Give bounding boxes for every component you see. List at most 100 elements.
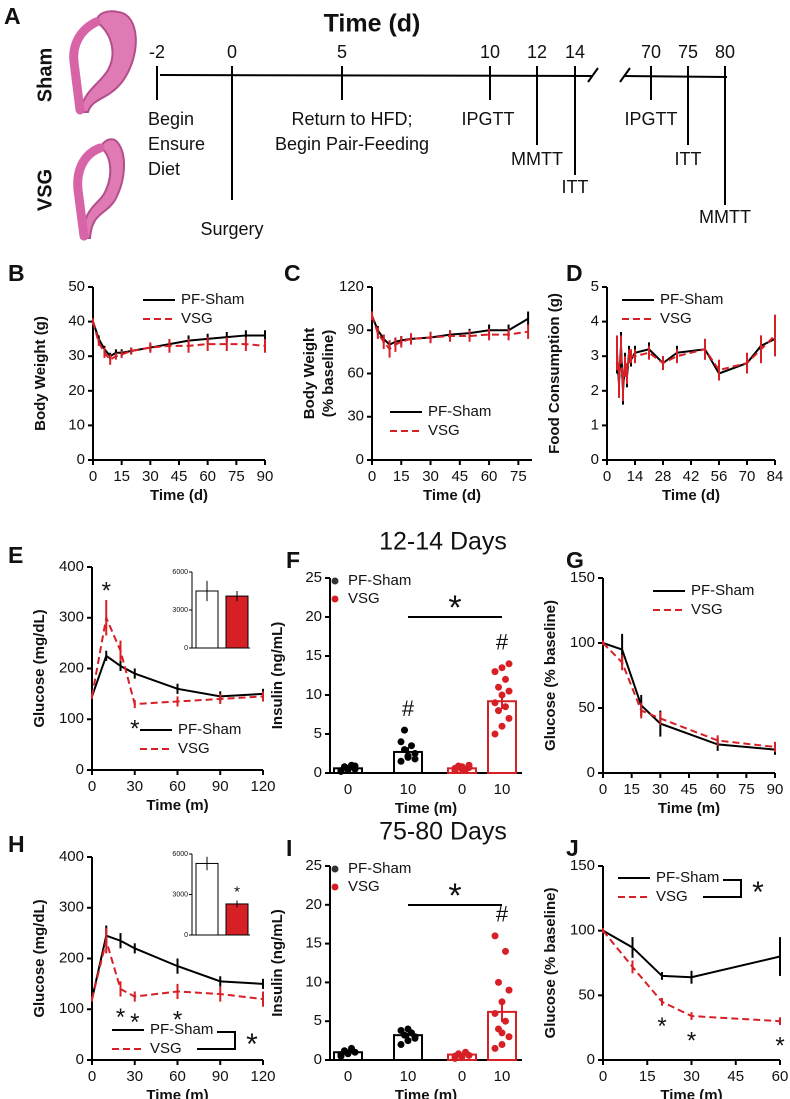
x-tick-label: 70	[739, 468, 756, 485]
y-tick-label: 400	[59, 848, 84, 865]
data-point	[498, 722, 506, 730]
series-line	[616, 338, 776, 391]
y-tick-label: 1	[591, 416, 599, 433]
panel-label: H	[8, 831, 25, 857]
event-label: MMTT	[511, 149, 563, 169]
timeline-axis	[623, 75, 728, 78]
series-line	[92, 321, 265, 358]
panel-label: E	[8, 542, 23, 568]
data-point	[495, 683, 502, 691]
section-title: 75-80 Days	[379, 818, 507, 846]
timeline-axis	[159, 74, 593, 77]
data-point	[491, 668, 499, 676]
series-line	[92, 321, 266, 361]
x-tick-label: 75	[510, 468, 527, 485]
panel-label: C	[284, 260, 301, 286]
y-tick-label: 30	[68, 347, 85, 364]
y-tick-label: 0	[184, 645, 188, 652]
x-tick-label: 90	[212, 1068, 229, 1085]
y-tick-label: 3	[591, 347, 599, 364]
esophagus	[69, 17, 101, 115]
data-point	[491, 730, 499, 738]
y-tick-label: 50	[578, 699, 595, 716]
y-tick-label: 4	[591, 313, 599, 330]
y-tick-label: 0	[587, 764, 595, 781]
legend-label: PF-Sham	[428, 403, 491, 420]
x-tick-label: 45	[451, 468, 468, 485]
y-axis-label: Glucose (% baseline)	[542, 888, 559, 1039]
data-point	[344, 764, 352, 772]
significance-marker: *	[130, 715, 139, 742]
data-point	[502, 703, 509, 711]
bar	[487, 700, 517, 774]
x-tick-label: 60	[481, 468, 498, 485]
y-tick-label: 200	[59, 949, 84, 966]
data-point	[411, 750, 419, 757]
data-point	[495, 978, 502, 986]
series-line	[602, 642, 776, 751]
x-tick-label: 30	[126, 1068, 143, 1085]
x-tick-label: 30	[142, 468, 159, 485]
event-label: ITT	[562, 177, 589, 197]
event-label: Ensure	[148, 134, 205, 154]
legend-label: VSG	[428, 422, 460, 439]
x-tick-label: 60	[169, 778, 186, 795]
significance-marker: *	[116, 1004, 125, 1031]
x-axis-label: Time (m)	[660, 1087, 722, 1099]
y-axis-label: Body Weight	[301, 328, 318, 419]
panel-label: I	[286, 835, 292, 861]
y-tick-label: 20	[68, 382, 85, 399]
event-label: Return to HFD;	[291, 109, 412, 129]
y-axis-label: (% baseline)	[320, 330, 337, 418]
legend-label: VSG	[691, 601, 723, 618]
data-point	[505, 986, 513, 994]
significance-marker: #	[402, 696, 415, 721]
legend-swatch	[331, 577, 339, 585]
data-point	[505, 687, 513, 695]
y-tick-label: 50	[68, 278, 85, 295]
x-tick-label: 0	[368, 468, 376, 485]
y-tick-label: 20	[305, 896, 322, 913]
y-tick-label: 6000	[172, 851, 188, 858]
panel-label: J	[566, 835, 579, 861]
y-tick-label: 100	[59, 710, 84, 727]
significance-marker: *	[657, 1013, 666, 1040]
y-tick-label: 10	[305, 973, 322, 990]
event-label: IPGTT	[462, 109, 515, 129]
timeline-tick-label: -2	[149, 42, 165, 62]
x-axis-label: Time (m)	[146, 797, 208, 814]
y-tick-label: 15	[305, 647, 322, 664]
y-tick-label: 25	[305, 569, 322, 586]
y-axis-label: Glucose (% baseline)	[542, 600, 559, 751]
y-tick-label: 5	[314, 1012, 322, 1029]
data-point	[462, 1048, 469, 1056]
y-axis-label: Insulin (ng/mL)	[269, 622, 286, 729]
x-axis-label: Time (m)	[658, 800, 720, 817]
significance-marker: *	[102, 577, 111, 604]
panel-label: B	[8, 260, 25, 286]
y-tick-label: 100	[59, 1000, 84, 1017]
x-tick-label: 0	[344, 1068, 352, 1085]
event-label: Begin	[148, 109, 194, 129]
bar	[195, 862, 219, 936]
data-point	[451, 764, 459, 772]
y-tick-label: 300	[59, 899, 84, 916]
x-tick-label: 30	[422, 468, 439, 485]
legend-label: VSG	[656, 888, 688, 905]
y-tick-label: 0	[77, 451, 85, 468]
legend-label: VSG	[348, 590, 380, 607]
x-tick-label: 90	[767, 781, 784, 798]
legend-label: VSG	[348, 878, 380, 895]
legend-label: VSG	[660, 310, 692, 327]
x-tick-label: 15	[639, 1068, 656, 1085]
x-tick-label: 0	[599, 1068, 607, 1085]
esophagus	[73, 143, 105, 241]
x-tick-label: 15	[113, 468, 130, 485]
legend-label: PF-Sham	[656, 869, 719, 886]
y-tick-label: 3000	[172, 891, 188, 898]
legend-label: PF-Sham	[150, 1021, 213, 1038]
panel-label: D	[566, 260, 583, 286]
y-axis-label: Glucose (mg/dL)	[31, 609, 48, 727]
data-point	[397, 738, 405, 746]
